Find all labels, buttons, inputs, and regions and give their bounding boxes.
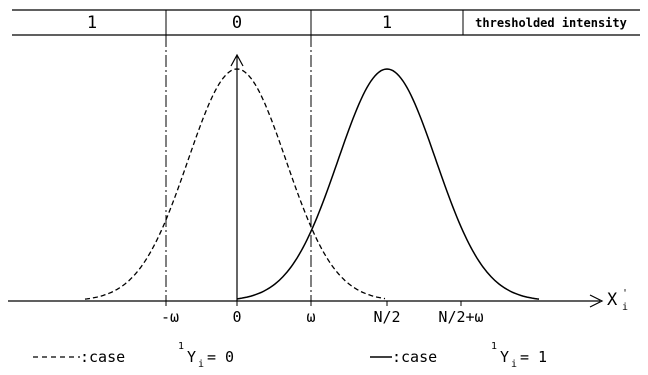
legend-dashed-prefix: :case bbox=[80, 348, 125, 366]
header-caption: thresholded intensity bbox=[475, 16, 627, 30]
curve-case-one bbox=[236, 68, 540, 300]
legend-solid-value: = 1 bbox=[520, 348, 547, 366]
legend-dashed-value: = 0 bbox=[207, 348, 234, 366]
legend-solid-subscript: i bbox=[511, 359, 517, 370]
legend-item-case-zero: :case 1 Y i = 0 bbox=[33, 341, 234, 370]
curve-case-zero bbox=[84, 68, 386, 300]
legend-solid-prefix: :case bbox=[392, 348, 437, 366]
x-axis-label-var: X bbox=[607, 290, 618, 310]
legend-solid-superscript: 1 bbox=[491, 341, 497, 352]
tick-label-omega: ω bbox=[306, 308, 315, 326]
legend-solid-var: Y bbox=[500, 348, 509, 366]
x-axis-label-prime: ' bbox=[622, 288, 628, 299]
threshold-header: 1 0 1 thresholded intensity bbox=[12, 9, 640, 36]
legend-dashed-superscript: 1 bbox=[178, 341, 184, 352]
x-axis-label: X ' i bbox=[607, 288, 628, 313]
x-axis-arrow bbox=[589, 294, 604, 308]
tick-label-zero: 0 bbox=[232, 308, 241, 326]
y-axis-arrow bbox=[230, 53, 244, 67]
legend-dashed-var: Y bbox=[187, 348, 196, 366]
header-region-left: 1 bbox=[87, 13, 97, 33]
legend-item-case-one: :case 1 Y i = 1 bbox=[370, 341, 547, 370]
tick-label-neg-omega: -ω bbox=[161, 308, 179, 326]
tick-label-half-n: N/2 bbox=[373, 308, 400, 326]
x-axis-label-subscript: i bbox=[622, 302, 628, 313]
header-region-center: 0 bbox=[232, 13, 242, 33]
legend-dashed-subscript: i bbox=[198, 359, 204, 370]
tick-label-half-n-plus-omega: N/2+ω bbox=[438, 308, 483, 326]
header-region-right: 1 bbox=[382, 13, 392, 33]
